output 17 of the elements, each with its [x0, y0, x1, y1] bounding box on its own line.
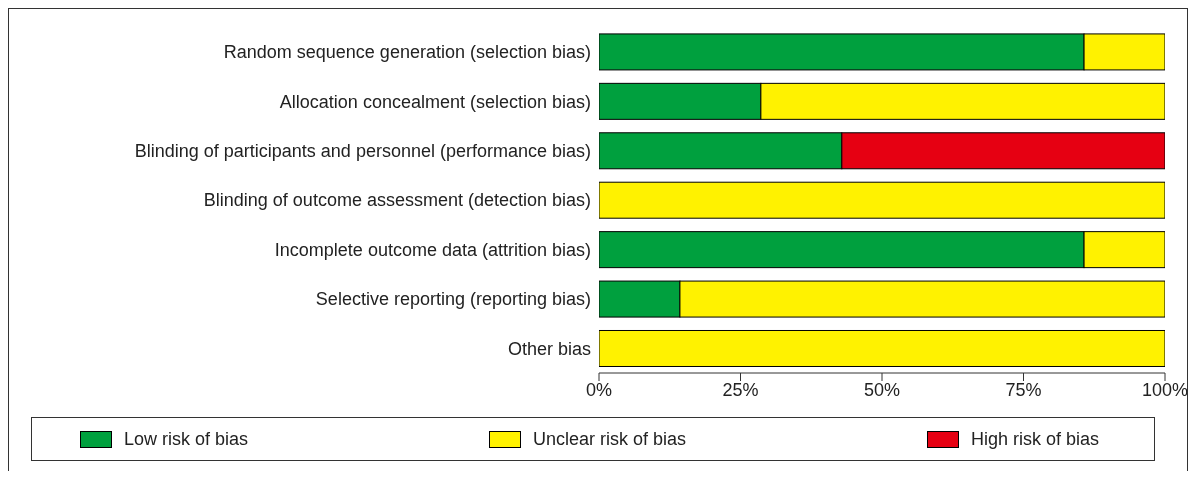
y-tick-label: Blinding of outcome assessment (detection bias) — [203, 190, 591, 211]
x-tick-label: 100% — [1141, 379, 1189, 400]
y-tick-label: Random sequence generation (selection bias) — [223, 42, 591, 63]
legend-label: High risk of bias — [970, 428, 1099, 450]
bar — [599, 329, 1165, 367]
x-tick-label: 25% — [722, 379, 759, 400]
legend-label: Low risk of bias — [124, 428, 249, 450]
legend-label: Unclear risk of bias — [532, 428, 687, 450]
x-tick-label: 0% — [585, 379, 613, 400]
bar — [599, 181, 1165, 219]
y-tick-label: Blinding of participants and personnel (performance bias) — [134, 140, 591, 161]
y-tick-label: Other bias — [507, 338, 591, 359]
y-tick-label: Incomplete outcome data (attrition bias) — [274, 239, 591, 260]
x-tick-label: 50% — [863, 379, 901, 400]
x-tick-label: 75% — [1005, 379, 1042, 400]
y-tick-label: Selective reporting (reporting bias) — [315, 289, 591, 310]
y-tick-label: Allocation concealment (selection bias) — [279, 91, 591, 112]
